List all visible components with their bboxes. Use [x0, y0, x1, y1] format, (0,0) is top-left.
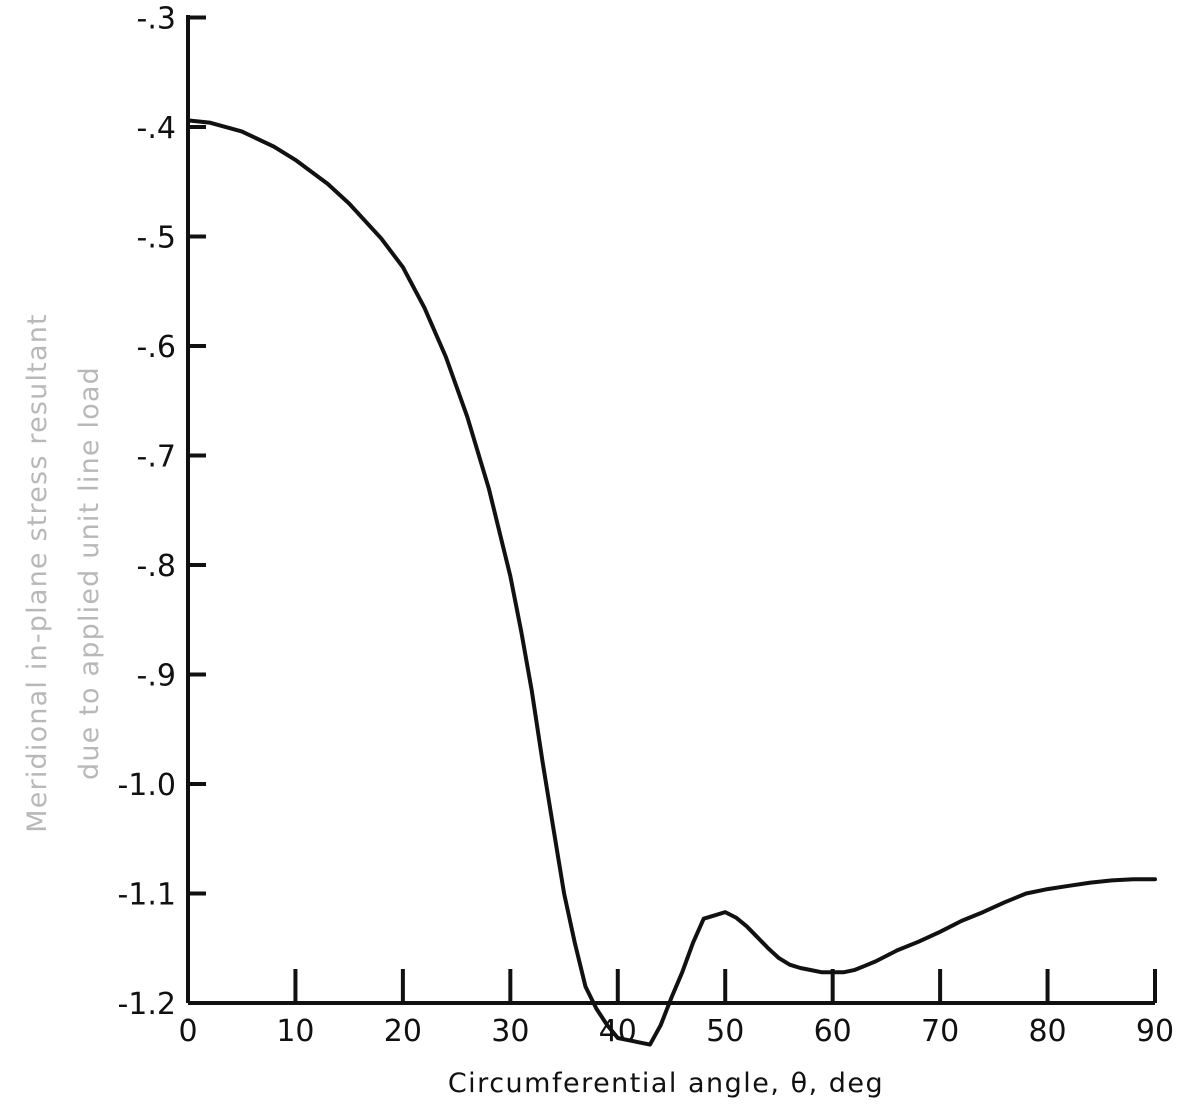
- y-tick-label: -.3: [137, 2, 176, 37]
- y-tick-label: -1.1: [117, 878, 176, 913]
- x-tick-label: 80: [1028, 1014, 1066, 1049]
- x-tick-label: 90: [1136, 1014, 1174, 1049]
- ticks: -.3 -.4 -.5 -.6 -.7 -.8 -.9 -1.0 -1.1 -1.20 10 20 30…: [117, 2, 1174, 1050]
- y-tick-label: -1.2: [117, 987, 176, 1022]
- x-tick-label: 40: [599, 1014, 637, 1049]
- x-tick-label: 30: [491, 1014, 529, 1049]
- x-tick-label: 50: [706, 1014, 744, 1049]
- y-tick-label: -.8: [137, 549, 176, 584]
- x-tick-label: 0: [178, 1014, 197, 1049]
- plot-area: [186, 118, 1157, 1047]
- y-tick-label: -1.0: [117, 768, 176, 803]
- y-tick-label: -.5: [137, 221, 176, 256]
- x-axis-title: Circumferential angle, θ, deg: [448, 1068, 884, 1099]
- x-tick-label: 10: [276, 1014, 314, 1049]
- y-tick-label: -.7: [137, 440, 176, 475]
- x-tick-label: 70: [921, 1014, 959, 1049]
- axes: [186, 15, 1155, 1005]
- x-tick-label: 60: [814, 1014, 852, 1049]
- y-axis-title-line-2: due to applied unit line load: [74, 366, 105, 780]
- y-axis-title-line-1: Meridional in-plane stress resultant: [22, 313, 53, 833]
- y-tick-label: -.9: [137, 659, 176, 694]
- y-tick-label: -.4: [137, 111, 176, 146]
- y-tick-label: -.6: [137, 330, 176, 365]
- x-tick-label: 20: [384, 1014, 422, 1049]
- series-line: [186, 118, 1157, 1047]
